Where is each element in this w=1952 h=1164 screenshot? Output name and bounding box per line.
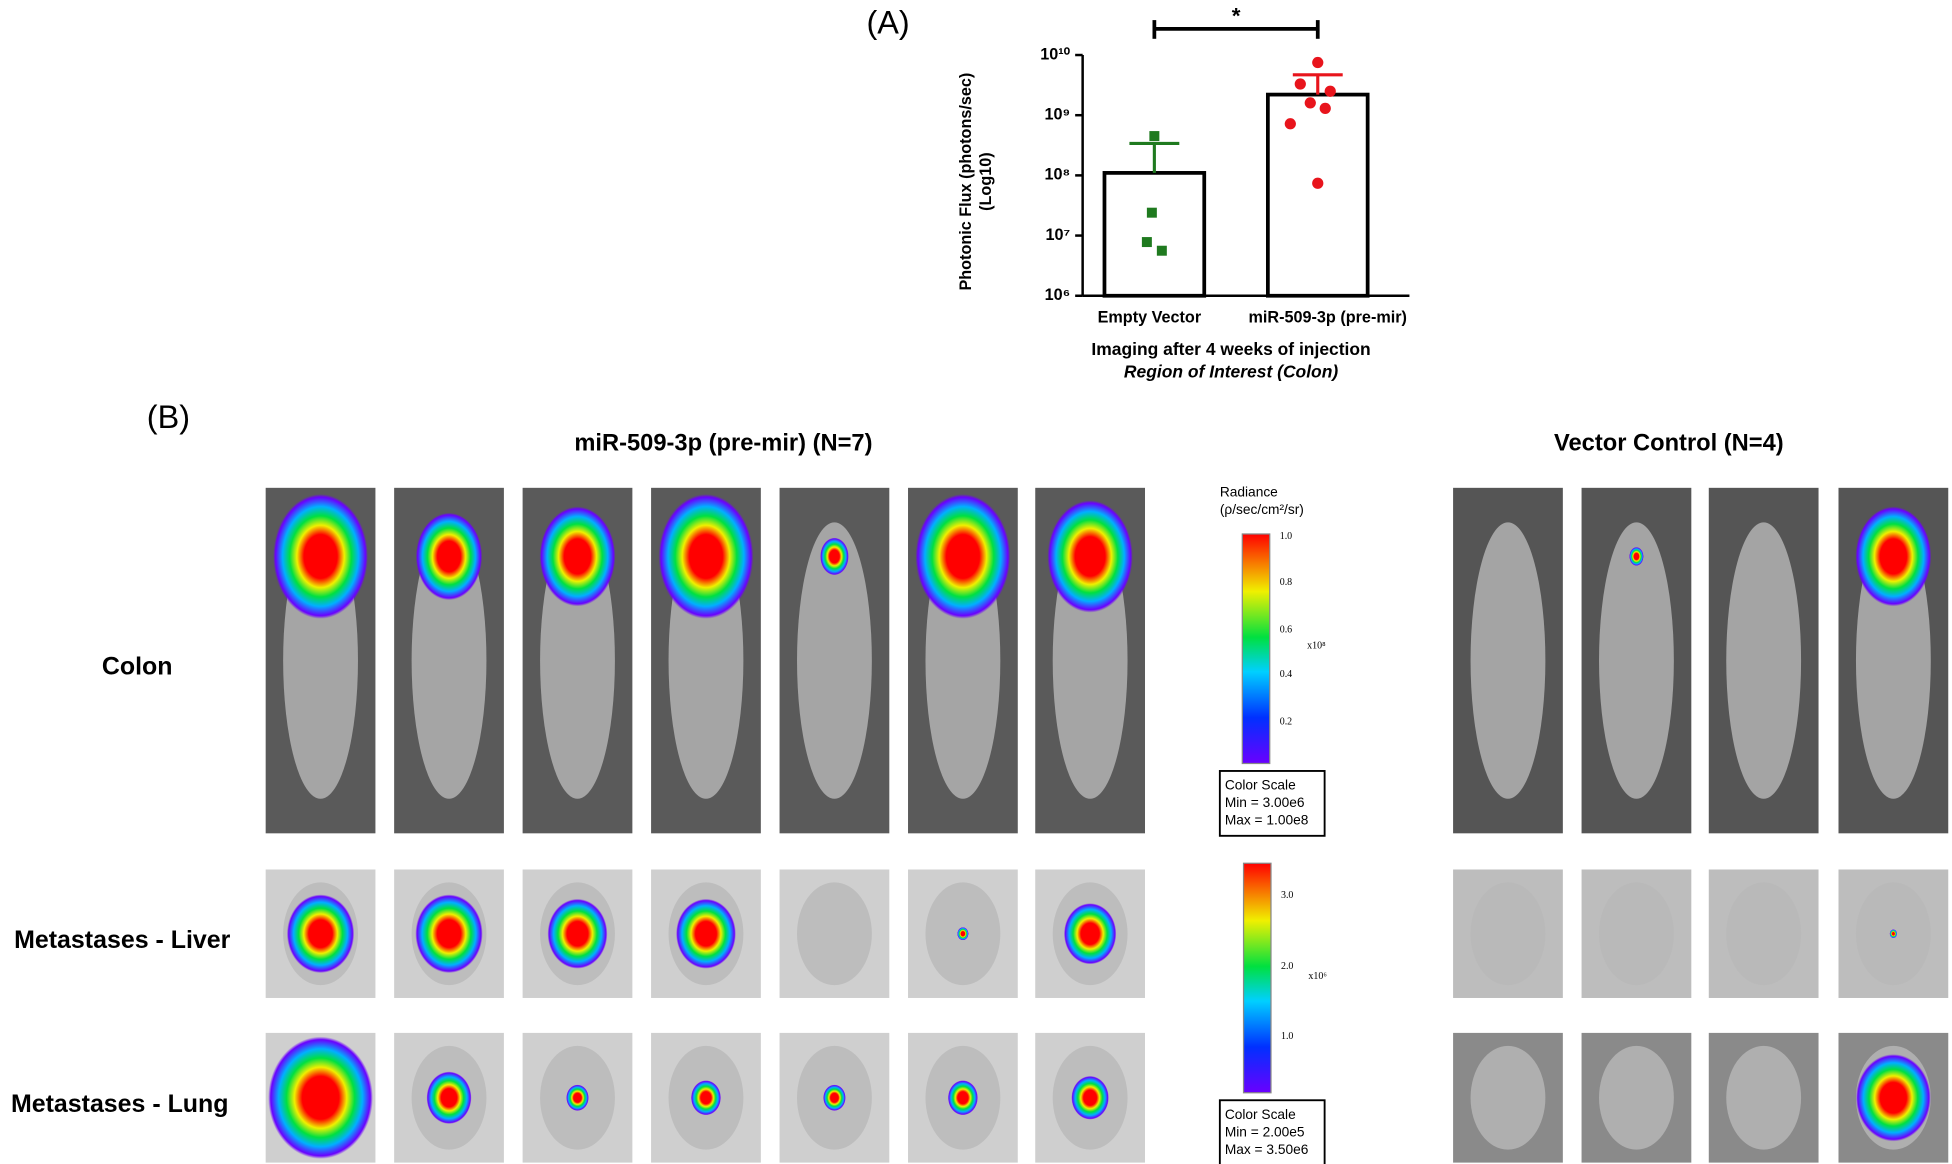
bar: [1102, 171, 1207, 298]
scale-box-text: Max = 3.50e6: [1225, 1142, 1309, 1157]
signal: [286, 894, 355, 974]
signal: [539, 506, 616, 607]
panel-label: (A): [866, 5, 909, 41]
scale-box-text: Color Scale: [1225, 778, 1296, 793]
signal: [1889, 929, 1898, 939]
data-point: [1294, 78, 1306, 90]
y-axis-label: Photonic Flux (photons/sec): [957, 73, 975, 291]
organ: [1599, 882, 1674, 986]
data-point: [1319, 102, 1331, 114]
data-point: [1156, 245, 1167, 256]
y-tick-label: 10⁷: [1045, 226, 1070, 244]
signal: [947, 1080, 978, 1116]
signal: [1629, 547, 1644, 566]
bar: [1265, 92, 1370, 298]
signal: [823, 1084, 846, 1111]
scale-tick: 0.6: [1280, 624, 1292, 635]
scale-box: [1218, 1099, 1326, 1164]
signal: [426, 1071, 472, 1124]
x-tick-label: miR-509-3p (pre-mir): [1248, 308, 1406, 326]
organ: [1726, 882, 1802, 986]
scale-box-text: Min = 3.00e6: [1225, 795, 1305, 810]
scale-multiplier: x10⁸: [1307, 641, 1326, 652]
data-point: [1304, 97, 1316, 109]
color-bar: [1242, 862, 1272, 1094]
organ: [797, 522, 872, 799]
data-point: [1312, 177, 1324, 189]
signal: [1071, 1075, 1109, 1120]
scale-multiplier: x10⁶: [1308, 971, 1327, 982]
scale-tick: 0.2: [1280, 717, 1292, 728]
signal: [1047, 500, 1133, 613]
row-label: Metastases - Lung: [11, 1090, 229, 1118]
scale-box-text: Color Scale: [1225, 1107, 1296, 1122]
scale-tick: 3.0: [1281, 890, 1293, 901]
color-bar: [1241, 533, 1271, 765]
scale-tick: 1.0: [1281, 1031, 1293, 1042]
scale-tick: 0.8: [1280, 577, 1292, 588]
signal: [1063, 903, 1117, 965]
data-point: [1141, 237, 1152, 248]
scale-tick: 2.0: [1281, 961, 1293, 972]
row-label: Colon: [102, 653, 173, 681]
signal: [415, 512, 483, 601]
organ: [1599, 1045, 1674, 1150]
organ: [797, 882, 872, 986]
data-point: [1146, 207, 1157, 218]
signal: [690, 1080, 721, 1116]
data-point: [1312, 56, 1324, 69]
organ: [1599, 522, 1674, 799]
x-axis-note: Region of Interest (Colon): [1124, 362, 1338, 382]
signal: [915, 494, 1011, 619]
scale-box-text: Max = 1.00e8: [1225, 812, 1309, 827]
signal: [566, 1084, 589, 1111]
panel-label: (B): [147, 399, 190, 435]
scale-tick: 0.4: [1280, 669, 1292, 680]
scale-box-text: Min = 2.00e5: [1225, 1124, 1305, 1139]
scale-tick: 1.0: [1280, 531, 1292, 542]
signal: [957, 927, 969, 941]
x-tick-label: Empty Vector: [1098, 308, 1202, 326]
data-point: [1149, 131, 1160, 142]
data-point: [1324, 85, 1336, 97]
scale-title: Radiance: [1220, 484, 1278, 499]
significance: *: [1232, 4, 1241, 29]
group-title: Vector Control (N=4): [1554, 430, 1784, 456]
data-point: [1284, 118, 1296, 130]
organ: [1726, 1045, 1802, 1150]
y-axis-label: (Log10): [977, 152, 995, 211]
signal: [820, 537, 849, 576]
organ: [1726, 522, 1802, 799]
y-tick-label: 10⁹: [1044, 105, 1070, 123]
organ: [1470, 1045, 1546, 1150]
signal: [547, 898, 608, 969]
y-tick-label: 10⁸: [1044, 166, 1070, 184]
y-tick-label: 10⁶: [1045, 286, 1070, 304]
organ: [1470, 522, 1546, 799]
y-tick-label: 10¹⁰: [1040, 45, 1070, 63]
row-label: Metastases - Liver: [14, 926, 231, 954]
x-axis-label: Imaging after 4 weeks of injection: [1091, 339, 1370, 359]
scale-box: [1218, 770, 1326, 837]
signal: [415, 894, 483, 974]
signal: [658, 494, 754, 619]
scale-unit: (ρ/sec/cm²/sr): [1220, 502, 1304, 517]
organ: [1470, 882, 1546, 986]
signal: [1855, 1054, 1931, 1142]
signal: [676, 898, 736, 969]
group-title: miR-509-3p (pre-mir) (N=7): [574, 430, 872, 456]
signal: [273, 494, 368, 619]
signal: [1855, 506, 1932, 607]
signal: [268, 1036, 373, 1159]
